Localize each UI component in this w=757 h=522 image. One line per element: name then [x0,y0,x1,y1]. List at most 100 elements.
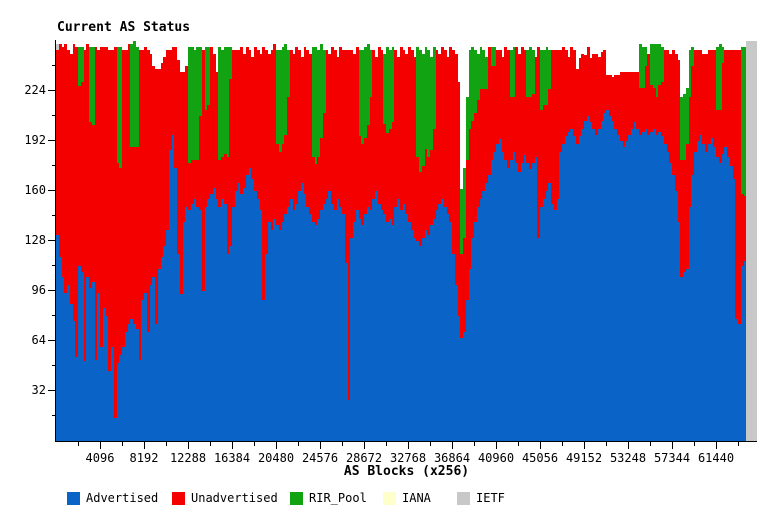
segment-advertised [702,144,705,441]
bar-block-111 [361,50,364,441]
x-major-tick [628,442,629,449]
bar-block-206 [622,72,626,441]
segment-advertised [622,147,626,441]
bar-block-252 [749,41,752,441]
segment-unadvertised [446,56,450,215]
x-minor-tick [694,442,695,446]
segment-advertised [457,316,461,441]
bar-block-212 [639,44,642,441]
segment-advertised [61,276,65,441]
segment-advertised [245,175,249,441]
bar-block-160 [496,50,499,441]
segment-advertised [331,203,334,441]
segment-unadvertised [702,53,705,145]
bar-block-52 [199,47,202,441]
segment-rir_pool [218,47,221,160]
x-minor-tick [78,442,79,446]
segment-advertised [633,122,637,441]
segment-rir_pool [430,56,433,151]
bar-block-53 [201,50,205,441]
segment-advertised [493,151,496,441]
bar-block-67 [240,47,243,441]
bar-block-213 [641,47,645,441]
segment-advertised [100,347,103,441]
segment-unadvertised [617,75,620,135]
segment-unadvertised [655,97,659,135]
segment-unadvertised [443,50,447,207]
segment-advertised [710,137,714,441]
bar-block-179 [548,50,551,441]
bar-block-134 [424,47,428,441]
segment-unadvertised [674,53,678,191]
bar-block-2 [61,47,65,441]
segment-unadvertised [210,47,213,195]
legend-swatch-advertised [67,492,80,505]
segment-unadvertised [58,44,62,257]
x-major-tick [452,442,453,449]
segment-rir_pool [685,87,689,145]
segment-unadvertised [119,167,122,356]
segment-unadvertised [342,50,345,215]
bar-block-22 [116,47,120,441]
segment-rir_pool [476,53,480,101]
bar-block-195 [592,53,595,441]
x-minor-tick [606,442,607,446]
legend-label-ietf: IETF [476,491,505,505]
segment-unadvertised [339,47,342,207]
bar-block-157 [487,47,491,441]
segment-unadvertised [457,81,461,316]
segment-rir_pool [658,44,661,85]
segment-rir_pool [322,50,326,113]
segment-advertised [188,209,191,441]
segment-unadvertised [160,62,164,257]
x-minor-tick [166,442,167,446]
segment-unadvertised [421,166,425,238]
segment-unadvertised [696,50,700,141]
bar-block-246 [732,50,736,441]
bar-block-7 [75,47,78,441]
segment-unadvertised [740,194,744,266]
segment-unadvertised [633,72,637,123]
segment-unadvertised [485,89,488,184]
bar-block-43 [174,47,177,441]
x-minor-tick [430,442,431,446]
bar-block-98 [325,50,329,441]
segment-advertised [369,209,373,441]
y-major-tick [48,240,56,241]
bar-block-228 [683,94,686,441]
segment-unadvertised [399,47,403,210]
segment-advertised [111,347,114,441]
segment-unadvertised [622,72,626,148]
bar-block-4 [67,50,70,441]
segment-advertised [718,162,722,441]
bar-block-141 [443,50,447,441]
y-minor-tick [52,415,56,416]
segment-advertised [564,136,568,441]
segment-advertised [152,276,155,441]
segment-unadvertised [116,162,120,363]
x-tick-label: 28672 [345,451,383,465]
segment-advertised [592,128,595,441]
bar-block-204 [617,75,620,441]
segment-advertised [119,355,122,441]
segment-unadvertised [578,58,582,137]
segment-rir_pool [91,47,95,126]
segment-unadvertised [80,81,84,273]
segment-advertised [515,162,518,441]
x-axis-title: AS Blocks (x256) [343,464,470,479]
segment-unadvertised [688,97,692,207]
segment-unadvertised [155,69,158,324]
bar-block-253 [751,41,755,441]
segment-advertised [256,198,260,441]
segment-unadvertised [193,159,197,199]
bar-block-163 [504,47,507,441]
segment-unadvertised [584,55,587,121]
bar-block-238 [710,50,714,441]
segment-rir_pool [276,50,279,145]
bar-block-91 [306,50,309,441]
segment-advertised [177,253,180,441]
segment-unadvertised [661,81,664,137]
bar-block-191 [581,53,584,441]
bar-block-194 [589,58,593,441]
segment-unadvertised [226,156,230,254]
